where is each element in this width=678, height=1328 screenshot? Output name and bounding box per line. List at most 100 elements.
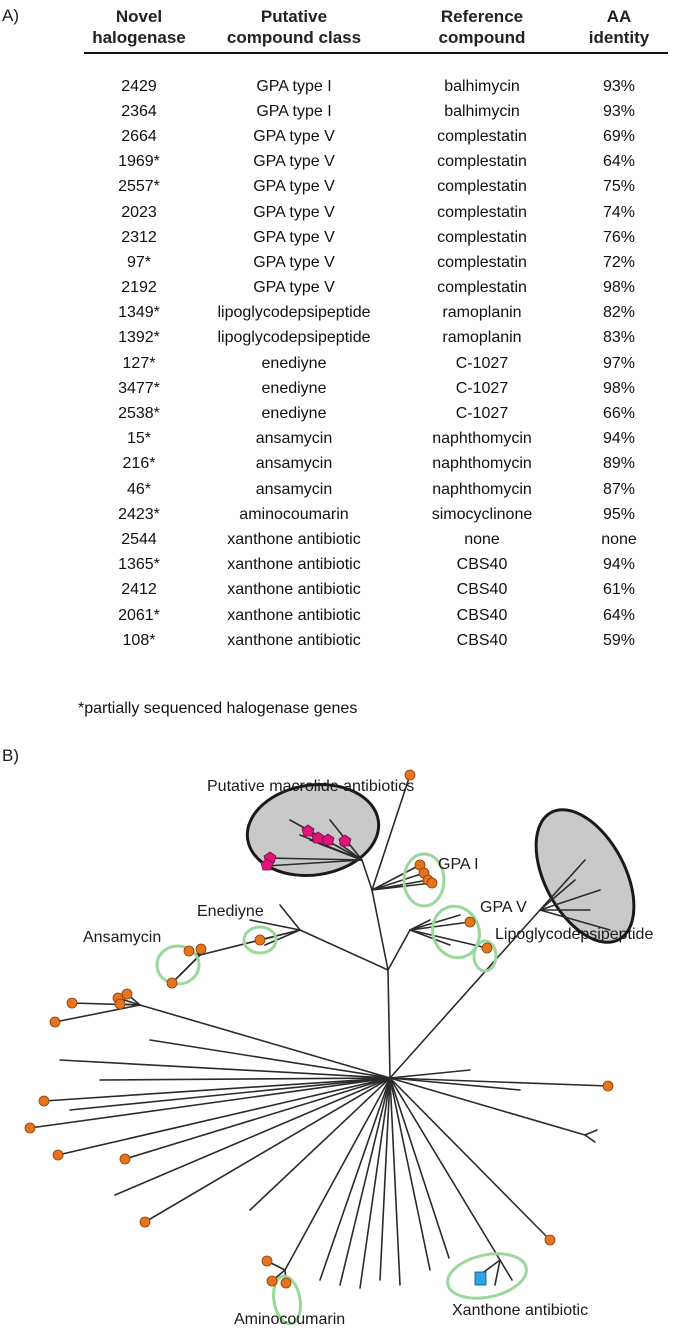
tree-branch [284, 1077, 391, 1271]
cell-compound-class: enediyne [261, 354, 327, 372]
tree-branch [359, 1077, 391, 1289]
leaf-marker [121, 988, 133, 1000]
cell-reference-compound: naphthomycin [432, 430, 532, 448]
header-reference-compound: Reference compound [438, 7, 526, 47]
tree-branch [389, 1077, 609, 1087]
tree-branch [539, 909, 611, 931]
tree-branch [409, 919, 431, 931]
cell-compound-class: xanthone antibiotic [227, 581, 361, 599]
cell-halogenase-id: 2061* [118, 606, 160, 624]
cell-aa-identity: 59% [602, 631, 636, 649]
tree-branch [371, 864, 421, 891]
cell-reference-compound: balhimycin [444, 102, 520, 120]
table-row: 216* ansamycin naphthomycin 89% [84, 452, 668, 477]
leaf-marker [139, 1216, 151, 1228]
tree-branch [99, 1077, 391, 1081]
cell-compound-class: GPA type V [253, 228, 335, 246]
xanthone-clade-ring [446, 1252, 528, 1300]
cell-reference-compound: complestatin [437, 153, 527, 171]
panel-b-label: B) [2, 746, 19, 765]
cell-halogenase-id: 2023 [121, 203, 157, 221]
macrolide-marker [301, 824, 315, 837]
tree-branch [319, 1077, 391, 1281]
enediyne-clade-label: Enediyne [197, 903, 264, 920]
tree-branch [389, 1077, 450, 1259]
tree-branch [389, 1077, 401, 1286]
cell-aa-identity: 98% [602, 279, 636, 297]
cell-halogenase-id: 2364 [121, 102, 157, 120]
leaf-marker [119, 1153, 131, 1165]
table-row: 2412 xanthone antibiotic CBS40 61% [84, 578, 668, 603]
cell-halogenase-id: 1365* [118, 556, 160, 574]
cell-halogenase-id: 108* [122, 631, 156, 649]
tree-branch [409, 929, 451, 946]
table-row: 15* ansamycin naphthomycin 94% [84, 427, 668, 452]
table-row: 97* GPA type V complestatin 72% [84, 250, 668, 275]
table-row: 2023 GPA type V complestatin 74% [84, 200, 668, 225]
header-compound-class: Putative compound class [226, 7, 362, 47]
cell-reference-compound: C-1027 [455, 379, 509, 397]
cell-halogenase-id: 2557* [118, 178, 160, 196]
leaf-marker [66, 997, 78, 1009]
leaf-marker [195, 943, 207, 955]
cell-aa-identity: 72% [602, 253, 636, 271]
gpa-v-clade-ring [431, 904, 481, 960]
cell-compound-class: GPA type V [253, 153, 335, 171]
halogenase-table: Novel halogenase Putative compound class R… [84, 6, 668, 653]
cell-aa-identity: 97% [602, 354, 636, 372]
cell-halogenase-id: 15* [126, 430, 152, 448]
macrolide-marker [260, 858, 274, 871]
cell-compound-class: GPA type V [253, 279, 335, 297]
cell-aa-identity: 98% [602, 379, 636, 397]
tree-branch [265, 859, 363, 867]
cell-compound-class: aminocoumarin [239, 505, 349, 523]
cell-halogenase-id: 127* [122, 354, 156, 372]
table-row: 2312 GPA type V complestatin 76% [84, 225, 668, 250]
macrolide-marker [338, 834, 352, 847]
tree-branch [389, 1077, 521, 1091]
aminocoumarin-clade-ring [272, 1274, 302, 1326]
cell-compound-class: lipoglycodepsipeptide [217, 304, 371, 322]
cell-halogenase-id: 1349* [118, 304, 160, 322]
cell-reference-compound: balhimycin [444, 77, 520, 95]
table-row: 1392* lipoglycodepsipeptide ramoplanin 83% [84, 326, 668, 351]
tree-branch [361, 859, 373, 891]
table-row: 2538* enediyne C-1027 66% [84, 401, 668, 426]
cell-reference-compound: complestatin [437, 228, 527, 246]
table-header-row: Novel halogenase Putative compound class R… [84, 6, 668, 53]
bottom-right-clade-shade [534, 808, 636, 944]
leaf-marker [261, 1255, 273, 1267]
cell-reference-compound: naphthomycin [432, 455, 532, 473]
tree-branch [249, 1077, 391, 1211]
tree-branch [139, 1004, 391, 1079]
tree-branch [279, 904, 301, 931]
cell-aa-identity: 93% [602, 102, 636, 120]
enediyne-clade-ring [242, 925, 278, 955]
cell-aa-identity: 75% [602, 178, 636, 196]
ansamycin-clade-ring [155, 944, 201, 986]
header-aa-identity: AA identity [588, 7, 650, 47]
tree-branch [389, 1077, 586, 1136]
header-novel-halogenase: Novel halogenase [92, 7, 186, 47]
tree-branch [339, 1077, 391, 1286]
cell-halogenase-id: 1969* [118, 153, 160, 171]
table-row: 2664 GPA type V complestatin 69% [84, 124, 668, 149]
cell-reference-compound: ramoplanin [442, 329, 522, 347]
table-row: 2429 GPA type I balhimycin 93% [84, 74, 668, 99]
gpa-v-clade-label: GPA V [480, 899, 527, 916]
cell-halogenase-id: 2664 [121, 127, 157, 145]
tree-branch [539, 859, 586, 911]
cell-halogenase-id: 2544 [121, 530, 157, 548]
cell-aa-identity: 66% [602, 405, 636, 423]
table-row: 2192 GPA type V complestatin 98% [84, 276, 668, 301]
ansamycin-clade-label: Ansamycin [83, 929, 161, 946]
tree-branch [499, 1259, 513, 1281]
tree-branch [59, 1059, 391, 1079]
tree-branch [149, 1039, 391, 1079]
tree-branch [379, 1077, 391, 1281]
cell-aa-identity: 93% [602, 77, 636, 95]
cell-aa-identity: 64% [602, 153, 636, 171]
tree-branch [371, 882, 433, 891]
table-row: 2544 xanthone antibiotic none none [84, 527, 668, 552]
tree-branch [43, 1077, 391, 1102]
